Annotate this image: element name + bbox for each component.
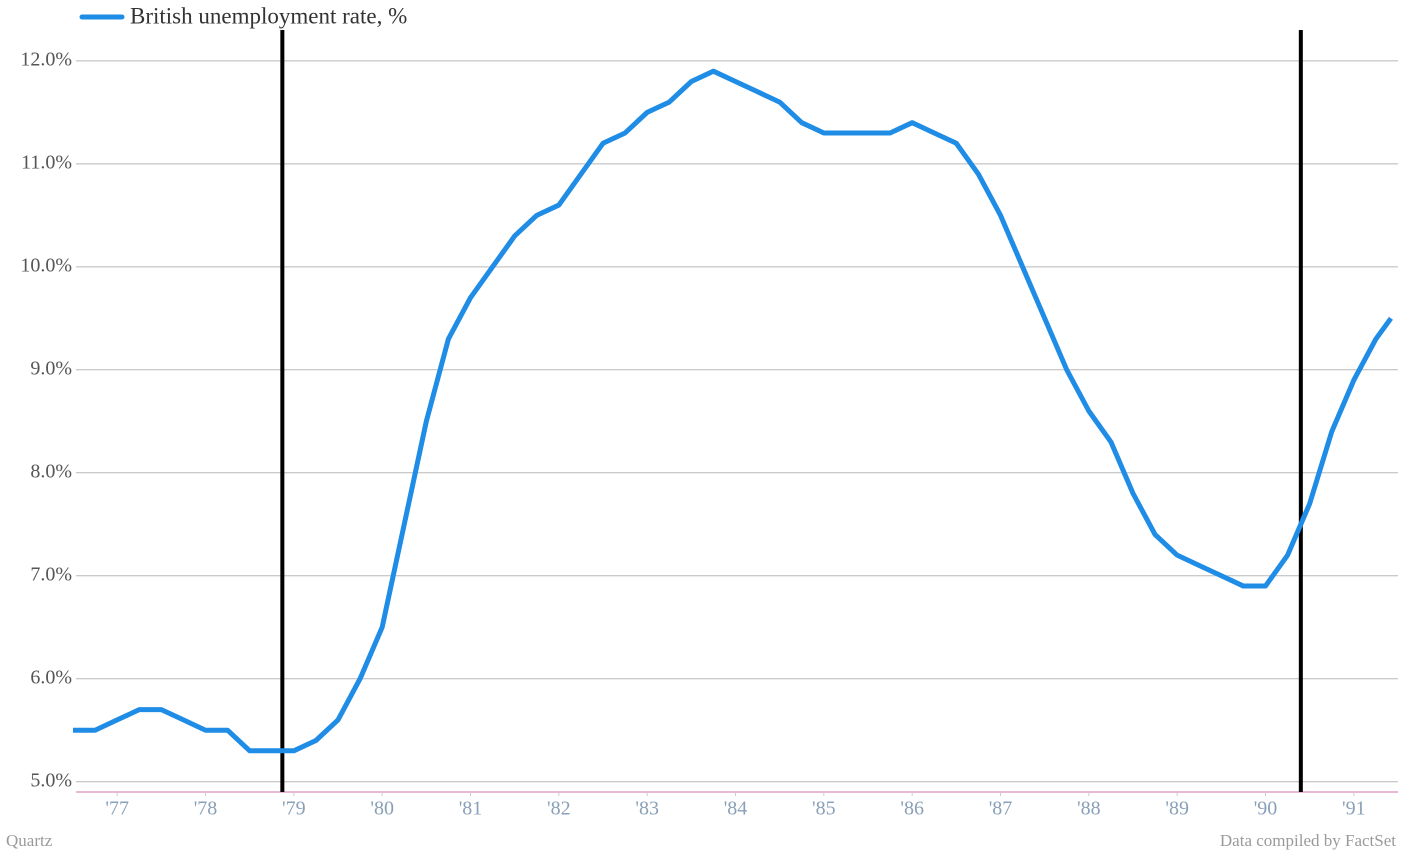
x-tick-label: '78 [194, 798, 218, 820]
y-tick-label: 12.0% [20, 48, 72, 70]
data-line [73, 68, 1393, 754]
x-tick-label: '79 [282, 798, 306, 820]
y-tick-label: 5.0% [30, 769, 72, 791]
x-tick-label: '85 [812, 798, 836, 820]
y-tick-label: 7.0% [30, 563, 72, 585]
credit: Quartz [6, 831, 53, 850]
x-tick-label: '90 [1254, 798, 1278, 820]
y-tick-label: 10.0% [20, 254, 72, 276]
x-tick-label: '84 [724, 798, 748, 820]
legend-label: British unemployment rate, % [130, 3, 407, 28]
y-tick-label: 6.0% [30, 666, 72, 688]
y-tick-label: 8.0% [30, 460, 72, 482]
x-tick-label: '88 [1077, 798, 1101, 820]
x-tick-label: '82 [547, 798, 571, 820]
x-tick-label: '86 [900, 798, 924, 820]
y-tick-label: 9.0% [30, 357, 72, 379]
source: Data compiled by FactSet [1220, 831, 1396, 850]
x-tick-label: '89 [1165, 798, 1189, 820]
x-tick-label: '83 [635, 798, 659, 820]
x-tick-label: '81 [459, 798, 483, 820]
x-tick-label: '91 [1342, 798, 1366, 820]
y-tick-label: 11.0% [21, 151, 72, 173]
x-tick-label: '87 [989, 798, 1013, 820]
x-tick-label: '80 [370, 798, 394, 820]
x-tick-label: '77 [105, 798, 129, 820]
